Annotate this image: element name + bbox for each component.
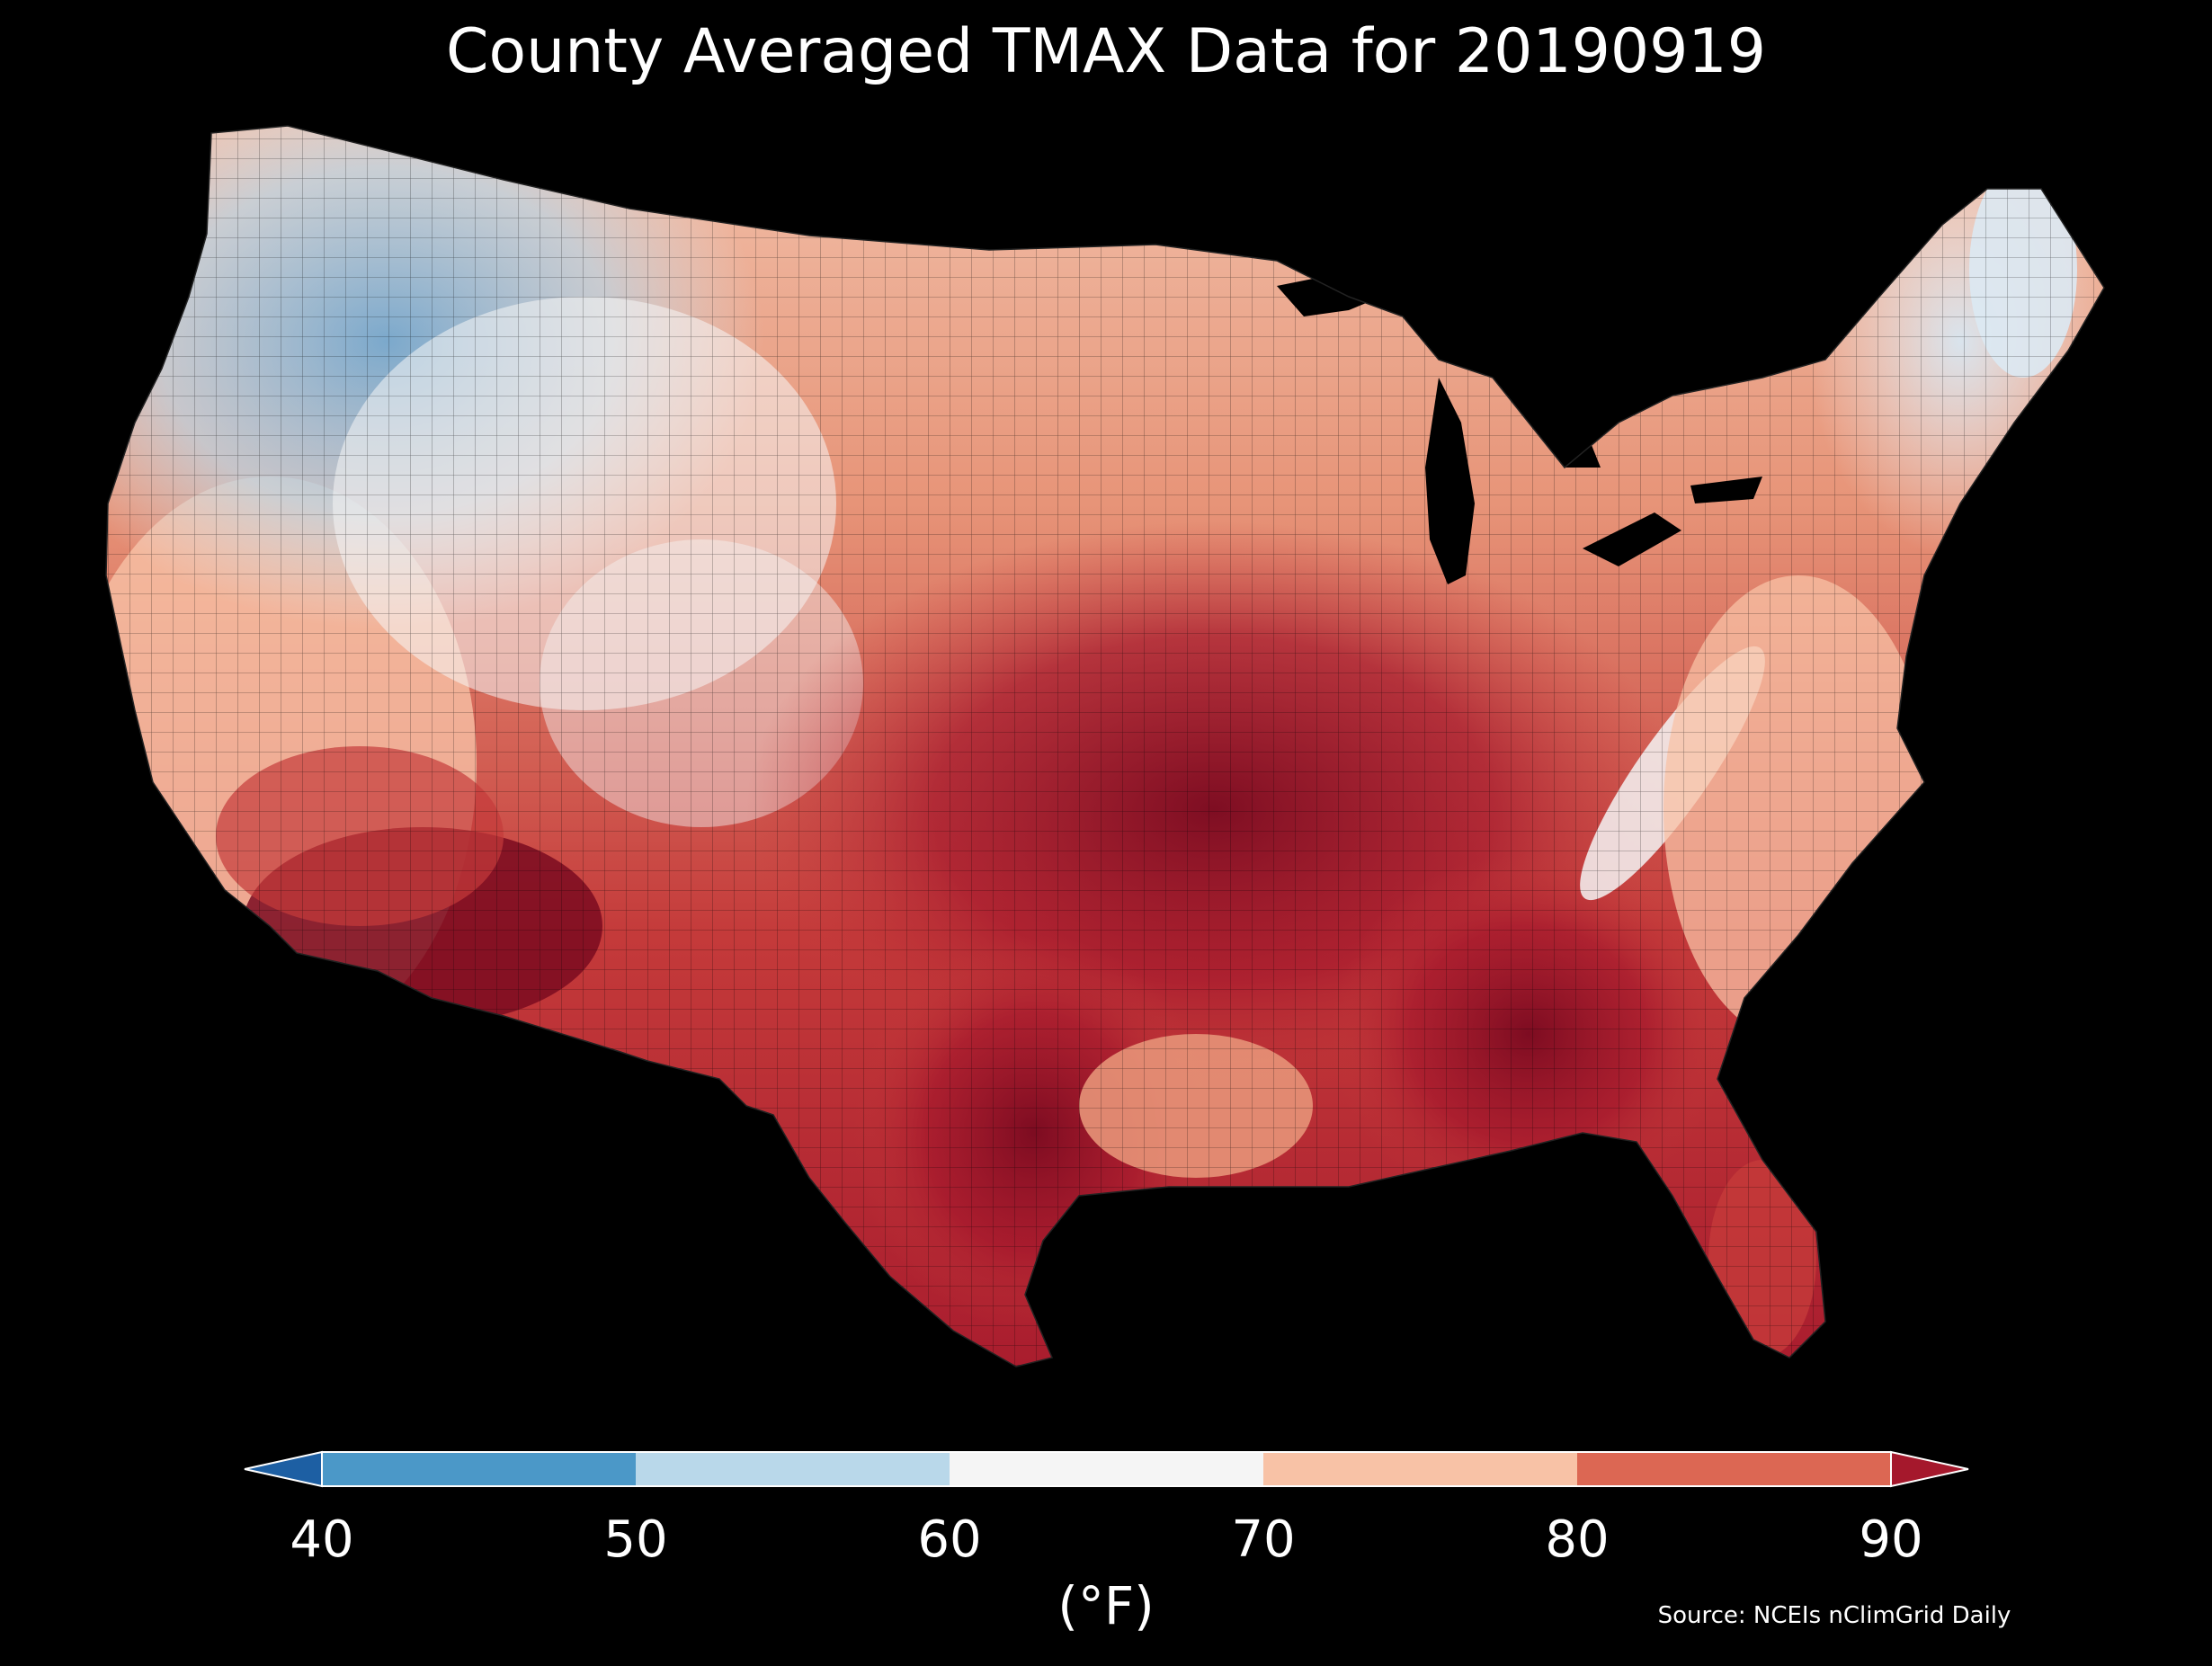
map-title: County Averaged TMAX Data for 20190919	[446, 16, 1766, 87]
lake-michigan	[1425, 378, 1475, 584]
colorbar-tick-60: 60	[917, 1510, 982, 1569]
colorbar-bin-70-80	[1263, 1452, 1577, 1486]
colorbar-frame	[321, 1451, 1892, 1487]
colorbar-tick-80: 80	[1545, 1510, 1610, 1569]
lake-superior	[1277, 270, 1403, 316]
lake-erie	[1583, 512, 1681, 566]
colorbar	[0, 1439, 2212, 1666]
colorbar-bin-50-60	[636, 1452, 950, 1486]
colorbar-bin-under	[244, 1450, 323, 1488]
colorbar-unit-label: (°F)	[1057, 1575, 1155, 1636]
colorbar-tick-40: 40	[290, 1510, 354, 1569]
colorbar-bin-over	[1890, 1450, 1969, 1488]
colorbar-svg	[244, 1450, 1969, 1488]
colorbar-bin-40-50	[322, 1452, 636, 1486]
conus-map-svg	[105, 125, 2105, 1368]
colorbar-tick-50: 50	[603, 1510, 668, 1569]
lake-huron	[1547, 405, 1601, 468]
colorbar-tick-70: 70	[1231, 1510, 1296, 1569]
lake-ontario	[1690, 477, 1762, 503]
colorbar-bin-60-70	[950, 1452, 1263, 1486]
colorbar-tick-90: 90	[1859, 1510, 1923, 1569]
source-credit: Source: NCEIs nClimGrid Daily	[1657, 1602, 2011, 1629]
conus-map	[105, 125, 2105, 1368]
colorbar-bin-80-90	[1577, 1452, 1891, 1486]
choropleth	[106, 126, 2104, 1367]
